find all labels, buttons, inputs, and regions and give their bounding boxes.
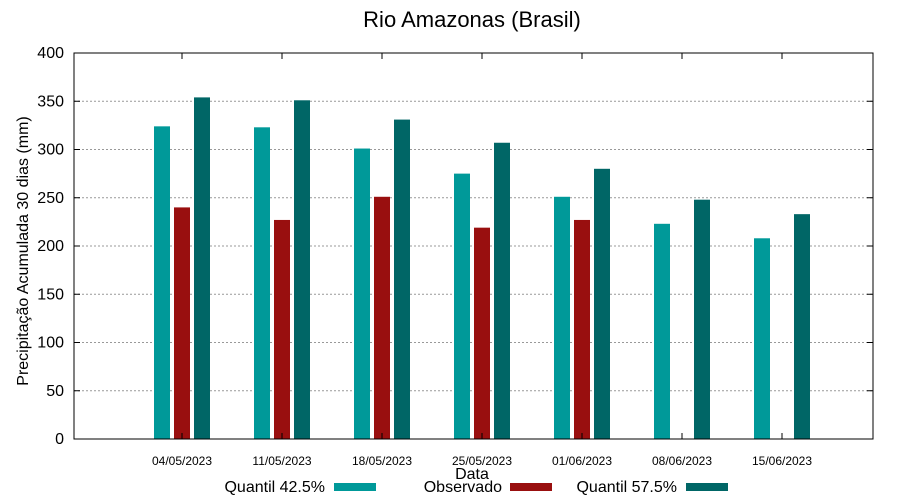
x-tick-label: 15/06/2023 bbox=[752, 454, 812, 468]
y-tick-label: 100 bbox=[37, 335, 64, 352]
legend: Quantil 42.5% Observado Quantil 57.5% bbox=[224, 479, 728, 496]
legend-item: Quantil 42.5% bbox=[224, 479, 376, 496]
y-tick-label: 300 bbox=[37, 142, 64, 159]
bar-quantil-42-5--3 bbox=[454, 173, 470, 439]
bar-observado-2 bbox=[374, 196, 390, 439]
plot-frame bbox=[73, 52, 874, 440]
legend-label: Observado bbox=[424, 479, 502, 496]
bar-quantil-42-5--2 bbox=[354, 148, 370, 439]
legend-label: Quantil 42.5% bbox=[224, 479, 325, 496]
x-axis-label: Data bbox=[455, 466, 489, 483]
bar-quantil-42-5--1 bbox=[254, 127, 270, 440]
legend-swatch bbox=[334, 483, 376, 491]
legend-label: Quantil 57.5% bbox=[576, 479, 677, 496]
y-tick-label: 250 bbox=[37, 190, 64, 207]
x-axis-ticks: 04/05/2023 11/05/2023 18/05/2023 25/05/2023… bbox=[152, 53, 812, 468]
bar-quantil-57-5--0 bbox=[194, 97, 210, 439]
legend-swatch bbox=[510, 483, 552, 491]
bars bbox=[154, 97, 810, 440]
bar-observado-3 bbox=[474, 227, 490, 439]
gridlines bbox=[74, 100, 873, 392]
x-tick-label: 01/06/2023 bbox=[552, 454, 612, 468]
bar-quantil-57-5--1 bbox=[294, 100, 310, 439]
y-tick-label: 50 bbox=[46, 383, 64, 400]
legend-item: Quantil 57.5% bbox=[576, 479, 728, 496]
y-tick-label: 0 bbox=[55, 431, 64, 448]
bar-observado-0 bbox=[174, 207, 190, 439]
bar-quantil-57-5--2 bbox=[394, 119, 410, 440]
bar-observado-1 bbox=[274, 219, 290, 439]
x-tick-label: 18/05/2023 bbox=[352, 454, 412, 468]
x-tick-label: 25/05/2023 bbox=[452, 454, 512, 468]
y-tick-label: 400 bbox=[37, 45, 64, 62]
bar-quantil-42-5--5 bbox=[654, 223, 670, 439]
x-tick-label: 11/05/2023 bbox=[252, 454, 311, 468]
y-tick-label: 150 bbox=[37, 286, 64, 303]
y-axis-ticks: 0 50 100 150 200 250 300 350 400 bbox=[37, 45, 873, 448]
y-tick-label: 200 bbox=[37, 238, 64, 255]
bar-quantil-57-5--6 bbox=[794, 214, 810, 439]
bar-observado-4 bbox=[574, 219, 590, 439]
bar-quantil-42-5--0 bbox=[154, 126, 170, 439]
bar-quantil-42-5--6 bbox=[754, 238, 770, 439]
legend-item: Observado bbox=[424, 479, 552, 496]
bar-quantil-57-5--5 bbox=[694, 199, 710, 439]
x-tick-label: 08/06/2023 bbox=[652, 454, 712, 468]
y-tick-label: 350 bbox=[37, 93, 64, 110]
bar-quantil-42-5--4 bbox=[554, 196, 570, 439]
bar-quantil-57-5--3 bbox=[494, 142, 510, 439]
x-tick-label: 04/05/2023 bbox=[152, 454, 212, 468]
legend-swatch bbox=[686, 483, 728, 491]
y-axis-label: Precipitação Acumulada 30 dias (mm) bbox=[15, 116, 32, 385]
chart-title: Rio Amazonas (Brasil) bbox=[363, 7, 581, 32]
bar-quantil-57-5--4 bbox=[594, 168, 610, 440]
